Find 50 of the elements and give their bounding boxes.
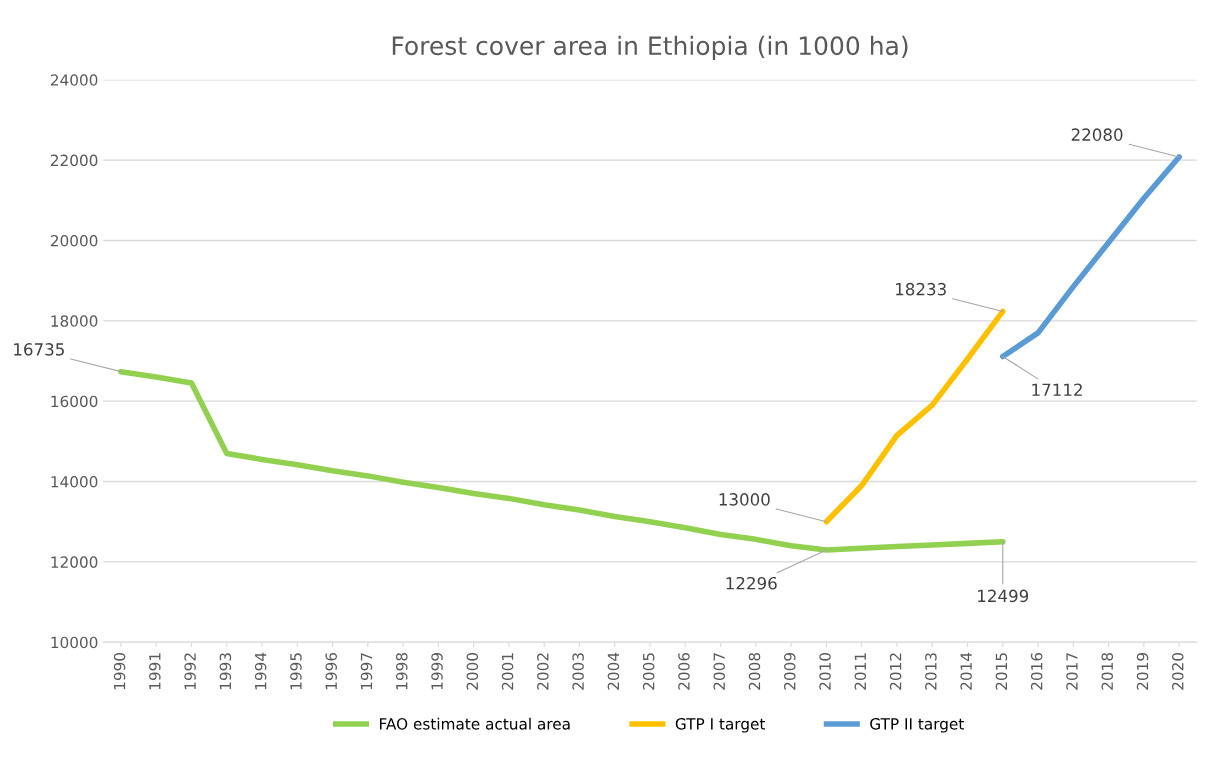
x-tick-label: 2006	[678, 652, 690, 690]
x-tick-label: 1993	[219, 653, 232, 690]
legend-label: GTP II target	[870, 718, 964, 733]
x-tick-label: 2009	[784, 653, 796, 690]
x-tick-label: 1992	[184, 653, 196, 690]
x-tick-label: 2020	[1172, 652, 1184, 690]
x-tick-label: 2008	[748, 652, 761, 690]
x-tick-label: 1990	[113, 652, 126, 690]
legend-label: FAO estimate actual area	[380, 717, 570, 730]
data-label: 18233	[896, 282, 946, 296]
x-tick-label: 2013	[925, 653, 937, 690]
x-tick-label: 1999	[431, 653, 443, 690]
x-tick-label: 1995	[290, 653, 302, 690]
x-tick-label: 2001	[501, 653, 514, 690]
x-tick-label: 1991	[149, 653, 161, 690]
y-tick-label: 16000	[51, 395, 98, 408]
chart-title: Forest cover area in Ethiopia (in 1000 ha)	[392, 35, 908, 60]
y-tick-label: 22000	[50, 154, 98, 167]
data-label: 22080	[1071, 128, 1123, 141]
y-tick-label: 14000	[51, 475, 98, 488]
data-label: 16735	[14, 343, 64, 356]
legend-label: GTP I target	[675, 718, 766, 733]
x-tick-label: 2003	[572, 653, 584, 690]
x-tick-label: 2017	[1066, 653, 1078, 690]
x-tick-label: 1994	[254, 652, 267, 690]
x-tick-label: 2019	[1136, 653, 1149, 690]
x-tick-label: 2002	[537, 653, 549, 690]
data-label: 12499	[978, 589, 1029, 603]
x-tick-label: 2000	[466, 652, 479, 690]
y-tick-label: 10000	[51, 636, 98, 649]
x-tick-label: 1997	[360, 653, 373, 690]
x-tick-label: 1998	[395, 652, 408, 690]
y-tick-label: 12000	[51, 556, 98, 568]
x-tick-label: 2015	[995, 653, 1008, 690]
data-label: 13000	[719, 493, 770, 506]
x-tick-label: 2014	[960, 652, 972, 690]
data-label: 17112	[1032, 383, 1082, 396]
x-tick-label: 2010	[819, 652, 831, 690]
data-label: 12296	[726, 576, 777, 590]
x-tick-label: 2011	[854, 653, 867, 690]
x-tick-label: 2016	[1030, 652, 1043, 690]
x-tick-label: 2004	[607, 652, 620, 690]
x-tick-label: 2007	[713, 653, 726, 690]
x-tick-label: 2012	[889, 653, 902, 690]
y-tick-label: 18000	[51, 315, 98, 327]
x-tick-label: 2005	[642, 653, 655, 690]
y-tick-label: 20000	[50, 234, 98, 247]
x-tick-label: 1996	[325, 652, 337, 690]
x-tick-label: 2018	[1101, 652, 1114, 690]
y-tick-label: 24000	[50, 74, 98, 86]
